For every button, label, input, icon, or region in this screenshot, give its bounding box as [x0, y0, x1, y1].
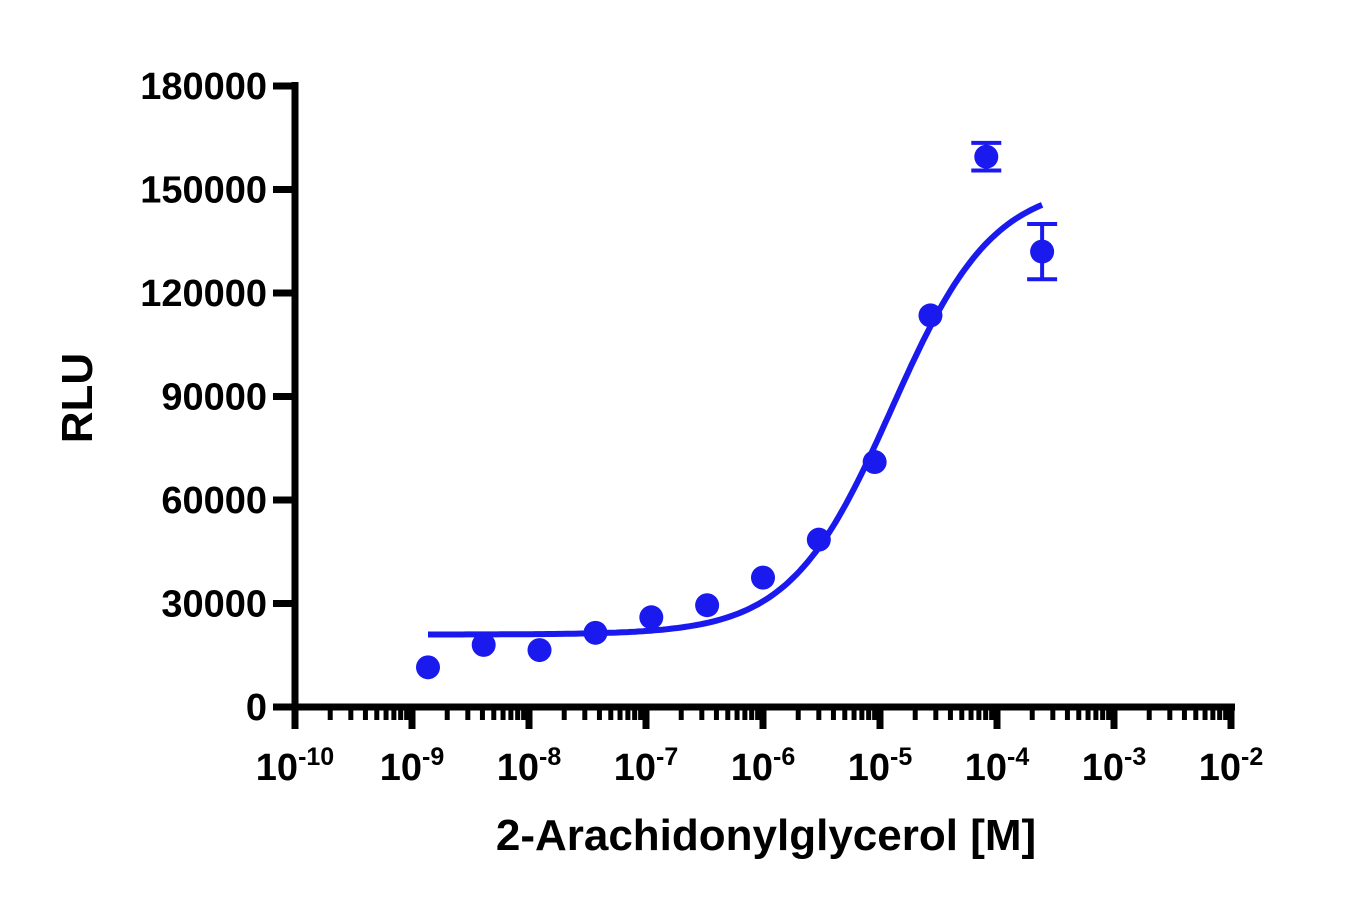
- x-tick-base: 10: [497, 747, 539, 789]
- x-tick-base: 10: [614, 747, 656, 789]
- y-tick-label: 150000: [140, 170, 267, 212]
- x-tick-label: 10-6: [731, 743, 796, 789]
- x-tick-label: 10-3: [1082, 743, 1147, 789]
- y-tick-label: 90000: [161, 377, 267, 419]
- y-tick-label: 30000: [161, 584, 267, 626]
- y-axis-title: RLU: [53, 353, 102, 443]
- data-point: [1030, 239, 1055, 264]
- y-tick-label: 0: [246, 687, 267, 729]
- y-tick-label: 60000: [161, 480, 267, 522]
- x-tick-label: 10-4: [965, 743, 1030, 789]
- data-point: [695, 593, 720, 618]
- y-tick-label: 120000: [140, 273, 267, 315]
- data-points-layer: [415, 140, 1058, 680]
- x-tick-base: 10: [965, 747, 1007, 789]
- x-tick-exponent: -5: [890, 743, 912, 771]
- x-tick-exponent: -4: [1007, 743, 1029, 771]
- x-tick-label: 10-9: [380, 743, 445, 789]
- fit-curve-layer: [428, 202, 1044, 638]
- x-tick-label: 10-7: [614, 743, 679, 789]
- data-point: [918, 303, 943, 328]
- x-tick-label: 10-10: [256, 743, 334, 789]
- x-tick-base: 10: [380, 747, 422, 789]
- data-point: [583, 620, 608, 645]
- x-tick-label: 10-5: [848, 743, 913, 789]
- data-point: [639, 605, 664, 630]
- data-point: [806, 527, 831, 552]
- data-point: [974, 144, 999, 169]
- data-point: [751, 565, 775, 590]
- data-point: [862, 450, 887, 475]
- data-point: [415, 655, 440, 680]
- x-tick-exponent: -3: [1124, 743, 1146, 771]
- x-tick-exponent: -10: [298, 743, 334, 771]
- x-tick-base: 10: [848, 747, 890, 789]
- x-tick-base: 10: [1082, 747, 1124, 789]
- x-tick-exponent: -7: [656, 743, 678, 771]
- data-point: [527, 638, 552, 663]
- x-tick-label: 10-8: [497, 743, 562, 789]
- x-tick-exponent: -2: [1241, 743, 1263, 771]
- x-axis-title: 2-Arachidonylglycerol [M]: [496, 811, 1036, 860]
- x-tick-base: 10: [731, 747, 773, 789]
- x-tick-exponent: -8: [539, 743, 561, 771]
- x-tick-label: 10-2: [1199, 743, 1264, 789]
- x-tick-exponent: -9: [422, 743, 444, 771]
- fit-curve: [428, 202, 1044, 638]
- x-tick-base: 10: [256, 747, 298, 789]
- x-tick-base: 10: [1199, 747, 1241, 789]
- data-point: [471, 632, 496, 657]
- x-tick-exponent: -6: [773, 743, 795, 771]
- y-tick-label: 180000: [140, 66, 267, 108]
